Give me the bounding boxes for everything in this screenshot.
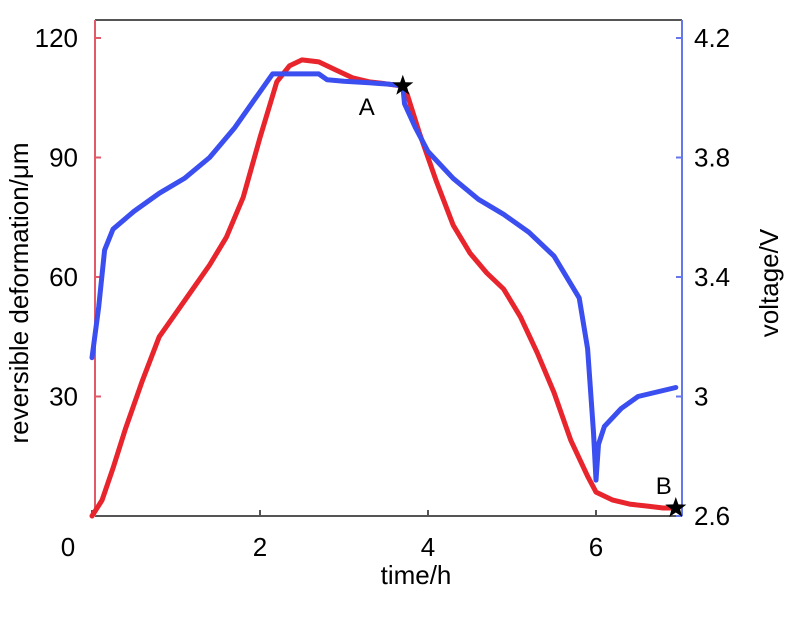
- x-axis-title: time/h: [381, 560, 452, 590]
- series-layer: [89, 57, 679, 519]
- right-y-axis-ticks: 2.6 3 3.4 3.8 4.2: [676, 23, 730, 531]
- x-tick-label: 6: [589, 532, 603, 562]
- x-axis-ticks: 0 2 4 6: [61, 510, 603, 562]
- right-y-tick-label: 3.4: [694, 262, 730, 292]
- right-y-axis-title: voltage/V: [754, 228, 784, 337]
- left-y-axis-title: reversible deformation/μm: [4, 142, 34, 443]
- voltage-series-line: [89, 71, 679, 483]
- star-marker-a: [392, 74, 414, 95]
- right-y-tick-label: 3: [694, 382, 708, 412]
- x-tick-label: 2: [253, 532, 267, 562]
- right-y-tick-label: 4.2: [694, 23, 730, 53]
- annotation-label-a: A: [359, 94, 375, 121]
- star-marker-b: [665, 497, 687, 517]
- left-y-tick-label: 120: [35, 23, 78, 53]
- left-y-tick-label: 30: [49, 382, 78, 412]
- right-y-tick-label: 3.8: [694, 143, 730, 173]
- left-y-tick-label: 60: [49, 262, 78, 292]
- left-y-tick-label: 90: [49, 143, 78, 173]
- x-tick-label: 0: [61, 532, 75, 562]
- plot-frame: [94, 19, 683, 517]
- annotation-label-b: B: [656, 473, 672, 500]
- x-tick-label: 4: [421, 532, 435, 562]
- deformation-series-line: [89, 57, 679, 519]
- left-y-axis-ticks: 30 60 90 120: [35, 23, 101, 412]
- annotation-layer: AB: [359, 74, 687, 517]
- right-y-tick-label: 2.6: [694, 501, 730, 531]
